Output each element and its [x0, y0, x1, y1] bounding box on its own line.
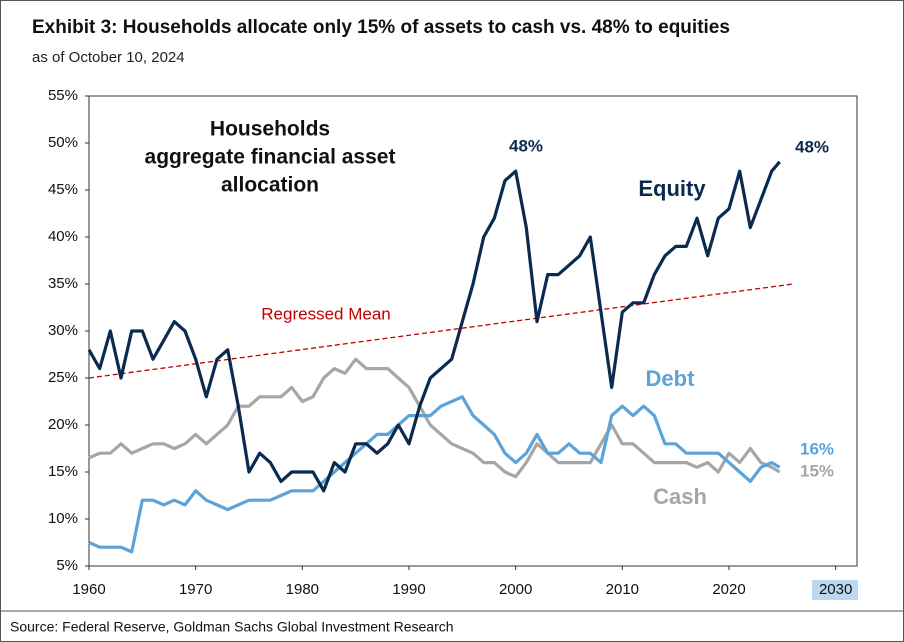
x-tick-label: 2000 — [499, 581, 532, 598]
series-line — [88, 395, 781, 554]
y-tick-label: 45% — [48, 181, 78, 198]
y-tick-label: 35% — [48, 275, 78, 292]
annotation: 15% — [800, 461, 834, 480]
chart-title: Exhibit 3: Households allocate only 15% … — [32, 17, 730, 38]
x-tick-label: 1980 — [286, 581, 319, 598]
y-tick-label: 20% — [48, 416, 78, 433]
y-tick-label: 55% — [48, 87, 78, 104]
y-tick-label: 40% — [48, 228, 78, 245]
x-tick-label: 2020 — [712, 581, 745, 598]
y-tick-label: 5% — [56, 557, 78, 574]
selection-highlight — [812, 580, 858, 600]
x-tick-label: 1960 — [72, 581, 105, 598]
x-tick-label: 2010 — [606, 581, 639, 598]
series-label: Equity — [638, 176, 706, 201]
regressed-mean-line — [88, 283, 794, 379]
x-tick-label: 1990 — [392, 581, 425, 598]
series-label: Cash — [653, 484, 707, 509]
chart-subtitle: as of October 10, 2024 — [32, 49, 185, 66]
annotation: 16% — [800, 439, 834, 458]
regressed-mean-label: Regressed Mean — [261, 304, 390, 323]
inset-title: Households — [210, 118, 330, 141]
y-tick-label: 50% — [48, 134, 78, 151]
series-line — [87, 160, 781, 493]
y-tick-label: 30% — [48, 322, 78, 339]
annotation: 48% — [795, 137, 829, 156]
series-line — [88, 357, 781, 479]
source: Source: Federal Reserve, Goldman Sachs G… — [10, 619, 454, 635]
inset-title: aggregate financial asset — [145, 146, 396, 169]
series-label: Debt — [646, 366, 696, 391]
y-tick-label: 10% — [48, 510, 78, 527]
y-tick-label: 25% — [48, 369, 78, 386]
inset-title: allocation — [221, 174, 319, 197]
annotation: 48% — [509, 136, 543, 155]
x-tick-label: 1970 — [179, 581, 212, 598]
x-tick-label: 2030 — [819, 581, 852, 598]
y-tick-label: 15% — [48, 463, 78, 480]
